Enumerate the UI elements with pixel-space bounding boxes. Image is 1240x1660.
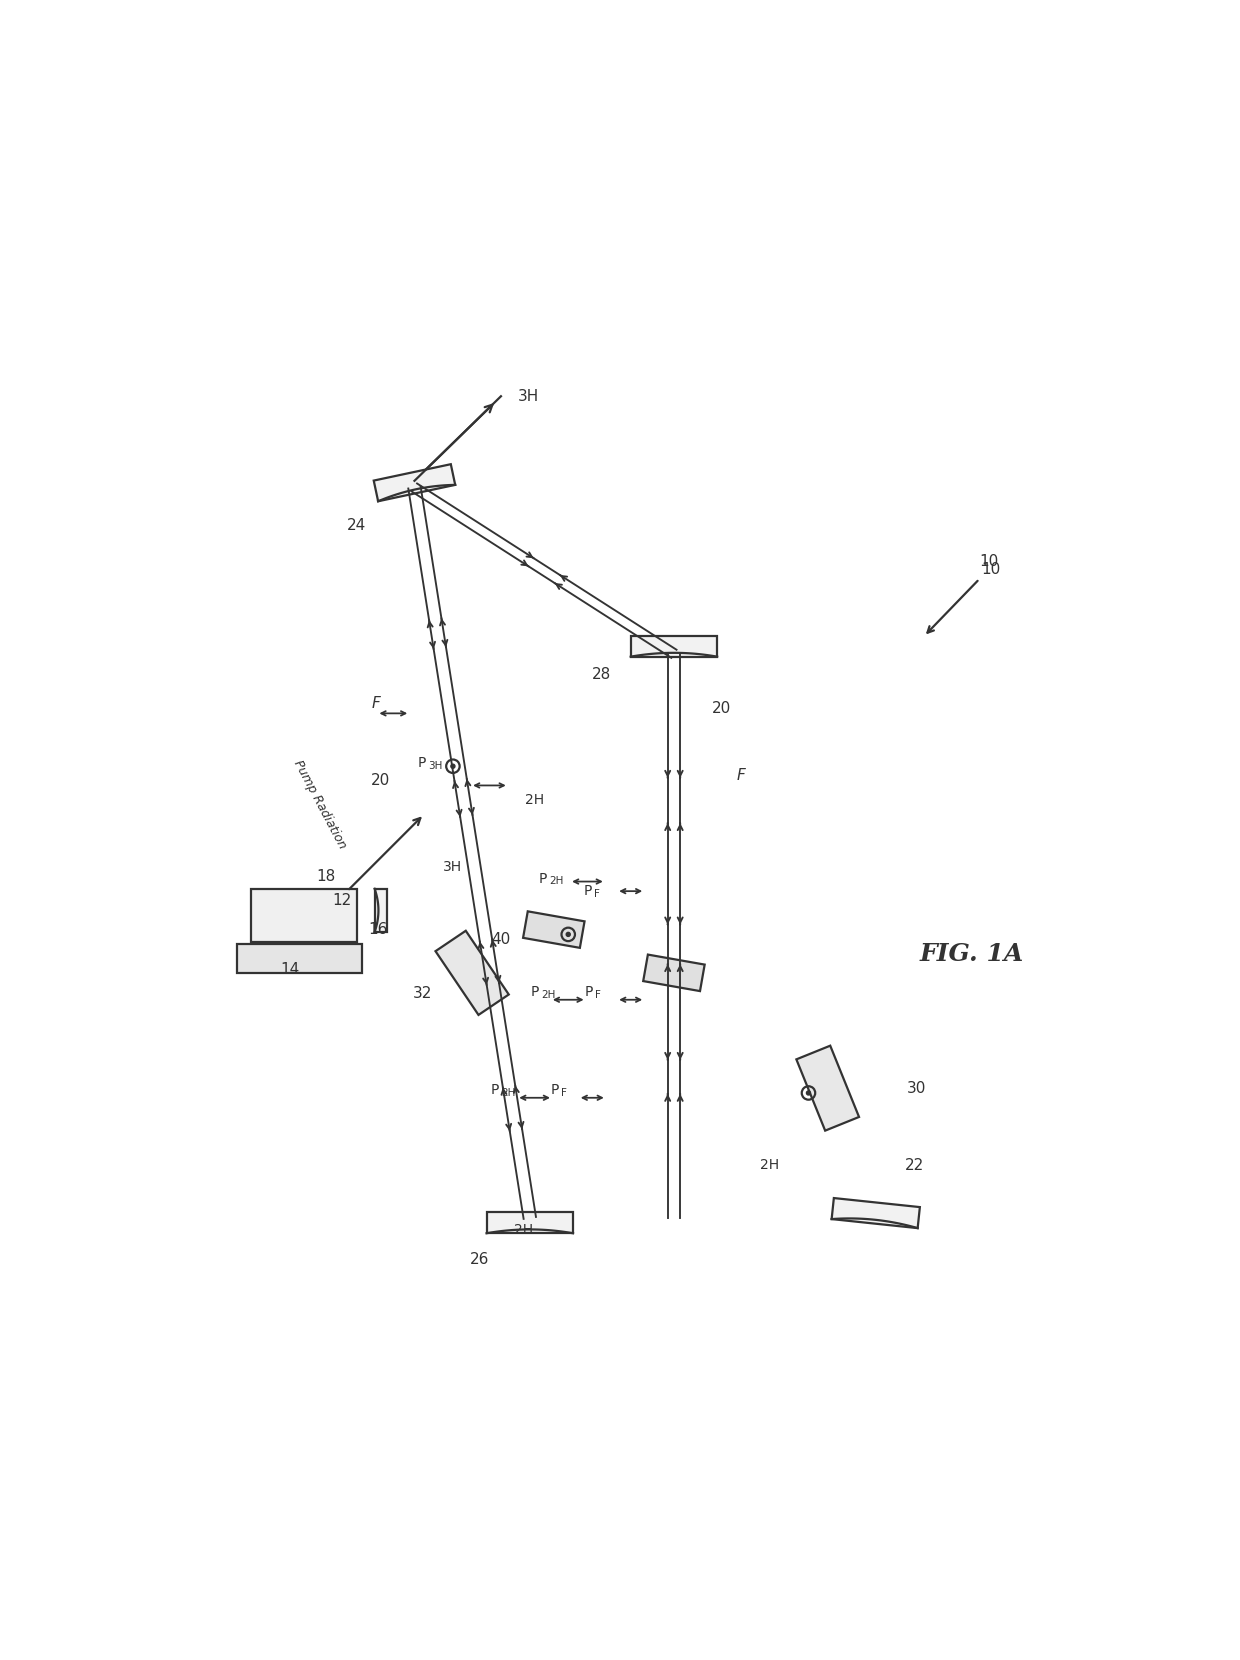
Text: 10: 10: [980, 554, 998, 569]
Polygon shape: [523, 911, 584, 948]
Text: 3H: 3H: [428, 760, 443, 770]
Text: 2H: 2H: [525, 793, 544, 807]
Text: 2H: 2H: [542, 989, 556, 999]
Text: F: F: [594, 888, 600, 898]
Text: F: F: [595, 989, 601, 999]
Text: 30: 30: [906, 1081, 926, 1096]
Polygon shape: [796, 1046, 859, 1130]
Text: P: P: [418, 757, 427, 770]
Text: 24: 24: [347, 518, 367, 533]
Text: 2H: 2H: [515, 1223, 533, 1237]
Text: 14: 14: [280, 963, 299, 978]
Text: 28: 28: [593, 667, 611, 682]
Text: 20: 20: [371, 774, 391, 788]
Polygon shape: [374, 888, 387, 931]
Text: 22: 22: [904, 1157, 924, 1172]
Circle shape: [806, 1091, 811, 1096]
Text: 12: 12: [332, 893, 352, 908]
Text: 40: 40: [491, 931, 511, 946]
Polygon shape: [644, 954, 704, 991]
Text: 26: 26: [470, 1252, 490, 1267]
Text: 3H: 3H: [444, 860, 463, 875]
Text: P: P: [538, 872, 547, 886]
Text: 32: 32: [413, 986, 432, 1001]
Text: F: F: [560, 1087, 567, 1097]
Text: 18: 18: [316, 870, 336, 885]
Text: 2H: 2H: [549, 876, 563, 886]
Text: Pump Radiation: Pump Radiation: [291, 759, 350, 852]
Circle shape: [451, 764, 455, 769]
Text: 20: 20: [712, 701, 732, 715]
Text: P: P: [585, 984, 593, 999]
Polygon shape: [373, 465, 455, 501]
Text: P: P: [531, 984, 539, 999]
Polygon shape: [237, 945, 362, 973]
Text: 16: 16: [368, 921, 388, 938]
Polygon shape: [250, 888, 357, 941]
Text: P: P: [491, 1082, 498, 1097]
Polygon shape: [631, 636, 717, 657]
Polygon shape: [486, 1212, 573, 1233]
Text: P: P: [584, 885, 593, 898]
Text: 2H: 2H: [501, 1087, 516, 1097]
Text: FIG. 1A: FIG. 1A: [920, 941, 1024, 966]
Polygon shape: [832, 1199, 920, 1228]
Text: F: F: [737, 769, 745, 784]
Polygon shape: [435, 931, 508, 1014]
Text: 2H: 2H: [760, 1159, 780, 1172]
Circle shape: [567, 933, 570, 936]
Text: P: P: [551, 1082, 558, 1097]
Text: 10: 10: [981, 561, 1001, 576]
Text: 3H: 3H: [518, 388, 539, 403]
Text: F: F: [372, 696, 381, 710]
